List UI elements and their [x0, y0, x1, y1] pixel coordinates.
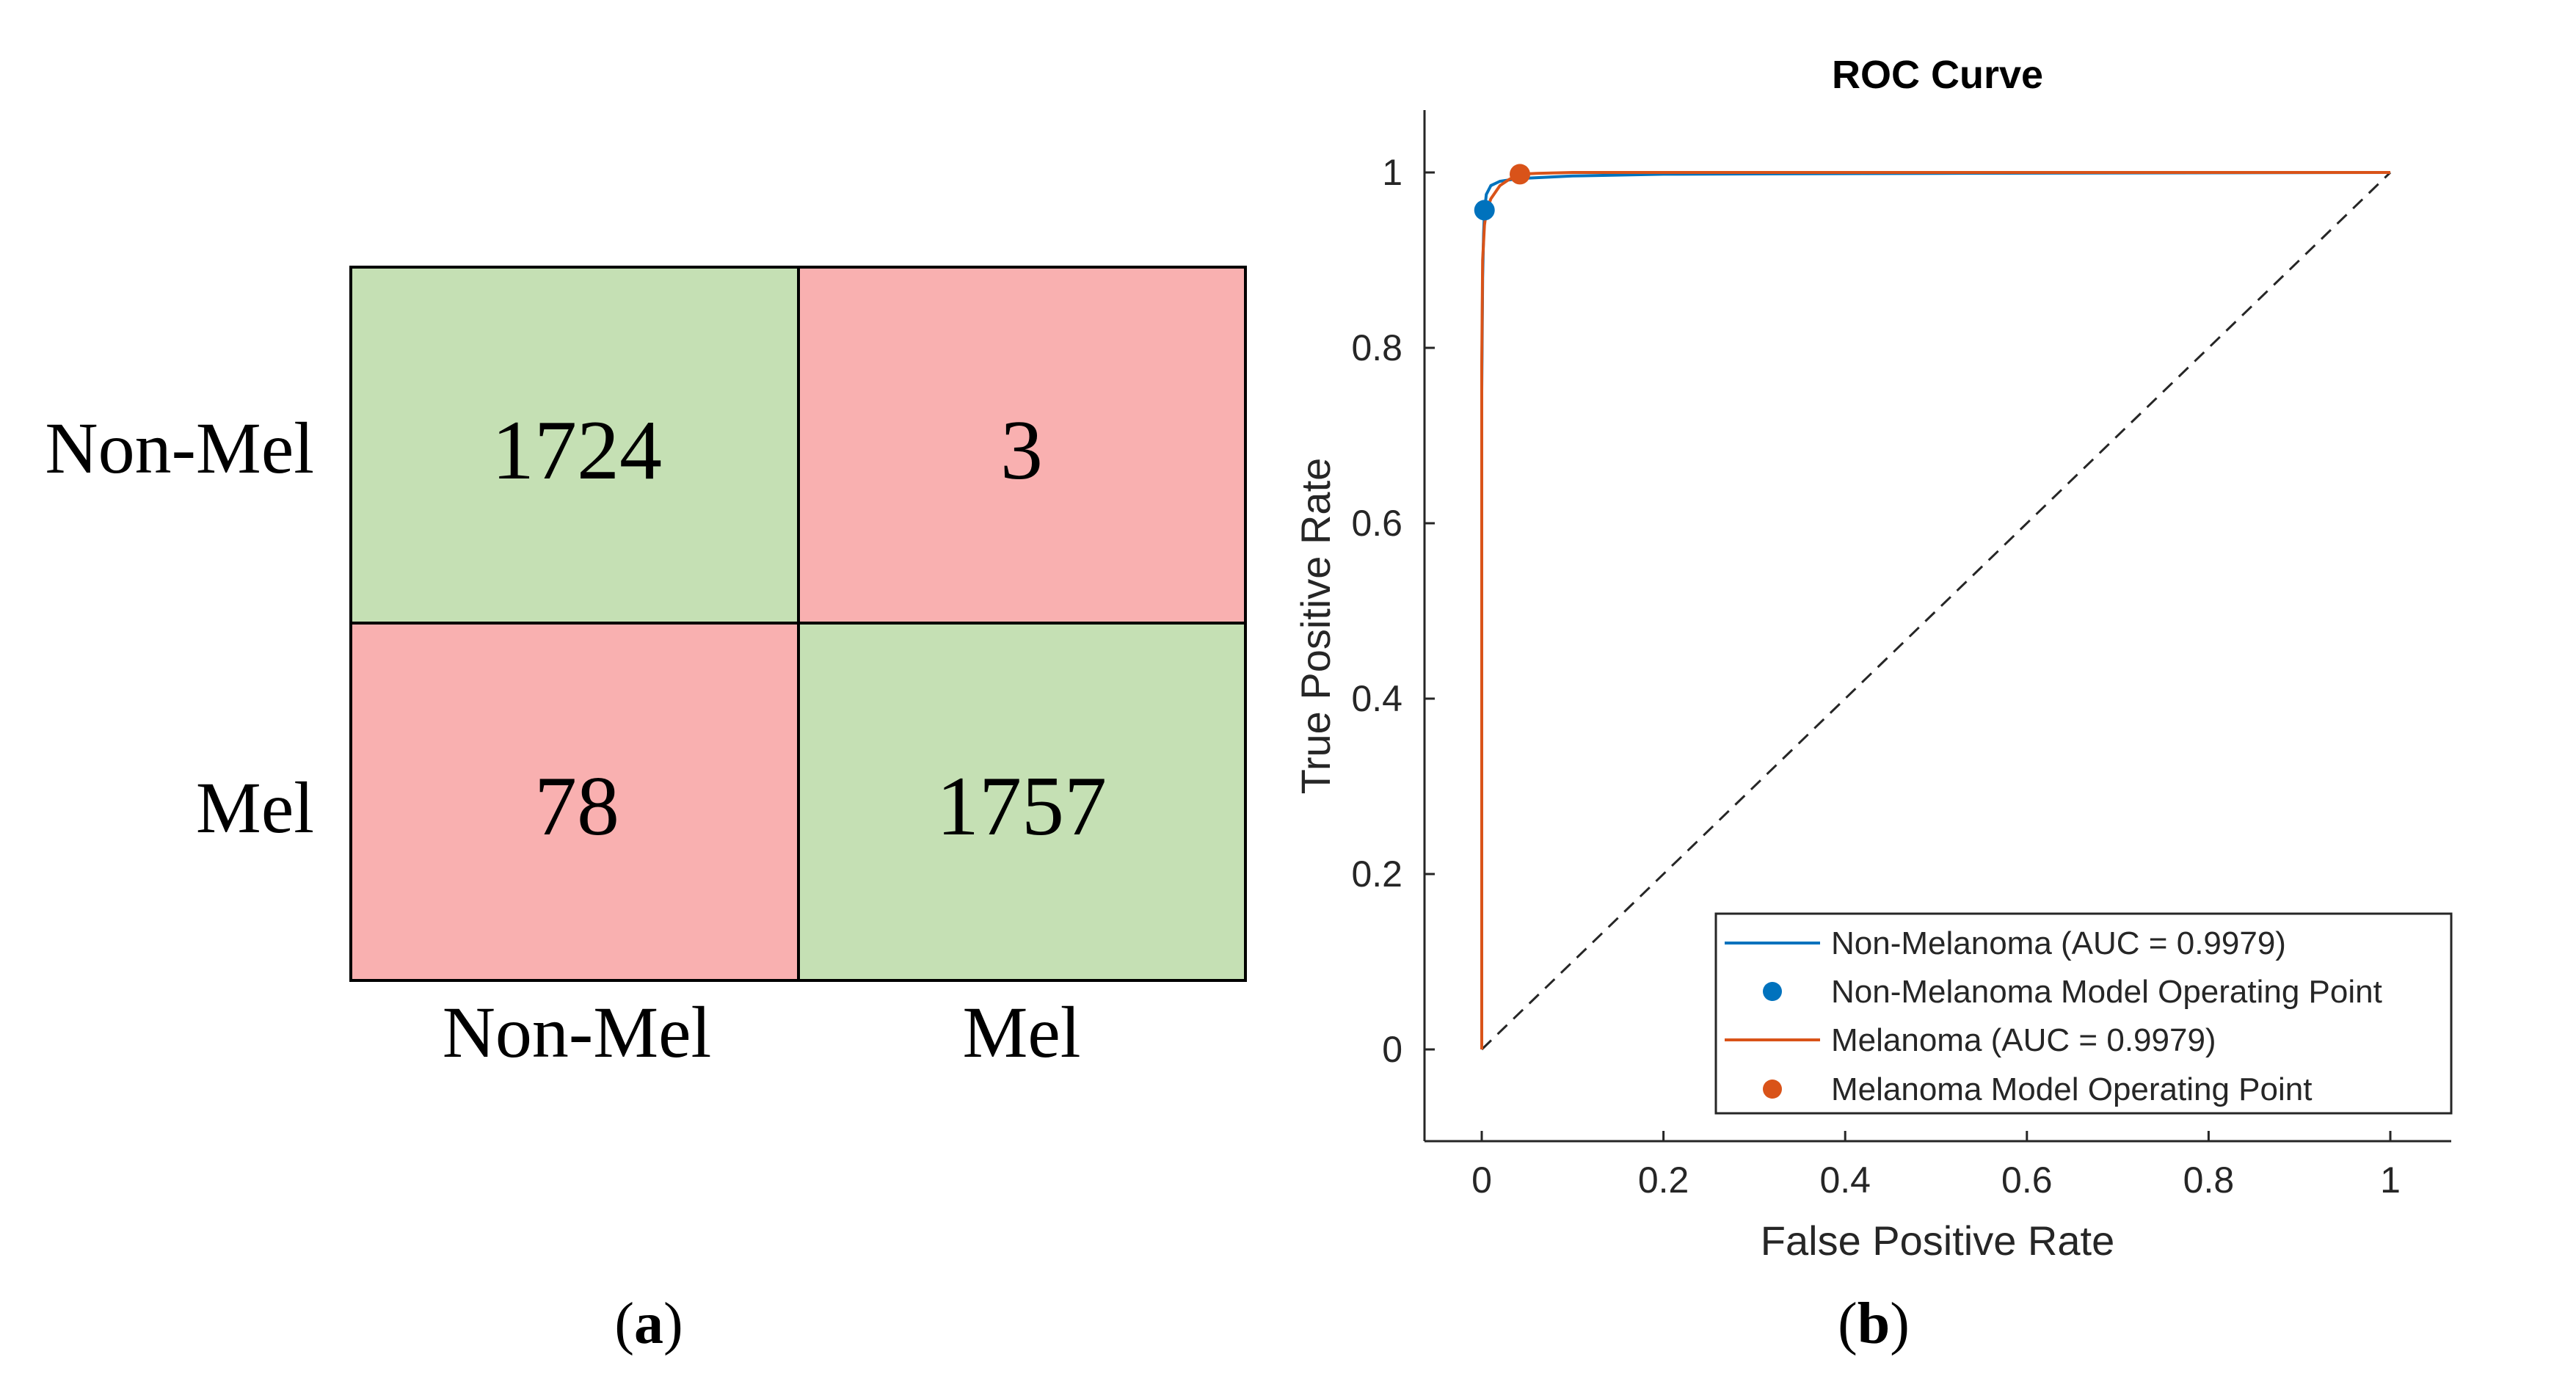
x-tick-label: 0.2	[1638, 1160, 1689, 1201]
roc-chart: ROC Curve 0 0.2 0.4 0.6 0.8 1 00.20.40.60.81 …	[1292, 53, 2453, 1264]
panel-b-caption-close: )	[1890, 1292, 1910, 1356]
cm-cell-1-0	[349, 622, 800, 982]
x-tick-label: 1	[2380, 1160, 2401, 1201]
x-tick-label: 0.6	[2001, 1160, 2053, 1201]
panel-a-caption-open: (	[614, 1292, 634, 1356]
y-tick-label: 0.2	[1351, 853, 1402, 895]
panel-b-caption-open: (	[1838, 1292, 1858, 1356]
melanoma-operating-point	[1509, 164, 1530, 185]
legend-marker-melanoma	[1763, 1080, 1782, 1099]
legend-label-melanoma: Melanoma (AUC = 0.9979)	[1831, 1022, 2216, 1058]
panel-b-caption: (b)	[1838, 1292, 1910, 1356]
x-ticks: 0 0.2 0.4 0.6 0.8 1	[1471, 1131, 2401, 1201]
panel-b-caption-letter: b	[1858, 1292, 1891, 1356]
x-tick-label: 0	[1471, 1160, 1492, 1201]
cm-row-label-mel: Mel	[196, 767, 314, 848]
x-tick-label: 0.4	[1819, 1160, 1871, 1201]
legend-label-melanoma-operating-point: Melanoma Model Operating Point	[1831, 1071, 2312, 1107]
y-tick-label: 0.4	[1351, 678, 1402, 719]
cm-value-1-1: 1757	[936, 760, 1107, 853]
y-tick-label: 0	[1382, 1029, 1402, 1070]
cm-col-label-mel: Mel	[962, 991, 1080, 1073]
y-axis-label: True Positive Rate	[1292, 458, 1339, 795]
cm-col-label-non-mel: Non-Mel	[443, 991, 712, 1073]
non-melanoma-operating-point	[1474, 200, 1495, 221]
cm-cell-0-0	[349, 266, 800, 625]
x-tick-label: 0.8	[2183, 1160, 2235, 1201]
legend-label-non-melanoma: Non-Melanoma (AUC = 0.9979)	[1831, 925, 2286, 961]
cm-value-0-1: 3	[1000, 404, 1043, 498]
panel-a-caption-letter: a	[634, 1292, 663, 1356]
reference-diagonal-line	[1480, 171, 2392, 1051]
panel-a-caption: (a)	[614, 1292, 683, 1356]
legend-marker-non-melanoma	[1763, 982, 1782, 1001]
cm-value-0-0: 1724	[492, 404, 662, 498]
chart-title: ROC Curve	[1832, 53, 2043, 97]
panel-a-caption-close: )	[663, 1292, 683, 1356]
melanoma-roc-line	[1480, 171, 2390, 1049]
cm-cell-0-1	[797, 266, 1247, 625]
y-tick-label: 0.8	[1351, 327, 1402, 368]
cm-row-label-non-mel: Non-Mel	[45, 407, 314, 489]
cm-value-1-0: 78	[534, 760, 619, 853]
confusion-matrix: 1724 3 78 1757 Non-Mel Mel Non-Mel Mel	[45, 266, 1247, 1073]
legend-label-non-melanoma-operating-point: Non-Melanoma Model Operating Point	[1831, 974, 2382, 1010]
cm-cell-1-1	[797, 622, 1247, 982]
legend: Non-Melanoma (AUC = 0.9979) Non-Melanoma…	[1714, 912, 2453, 1115]
y-tick-label: 0.6	[1351, 503, 1402, 544]
legend-box	[1714, 912, 2453, 1115]
x-axis-label: False Positive Rate	[1761, 1217, 2114, 1264]
y-ticks: 0 0.2 0.4 0.6 0.8 1	[1351, 152, 1435, 1070]
y-tick-label: 1	[1382, 152, 1402, 193]
